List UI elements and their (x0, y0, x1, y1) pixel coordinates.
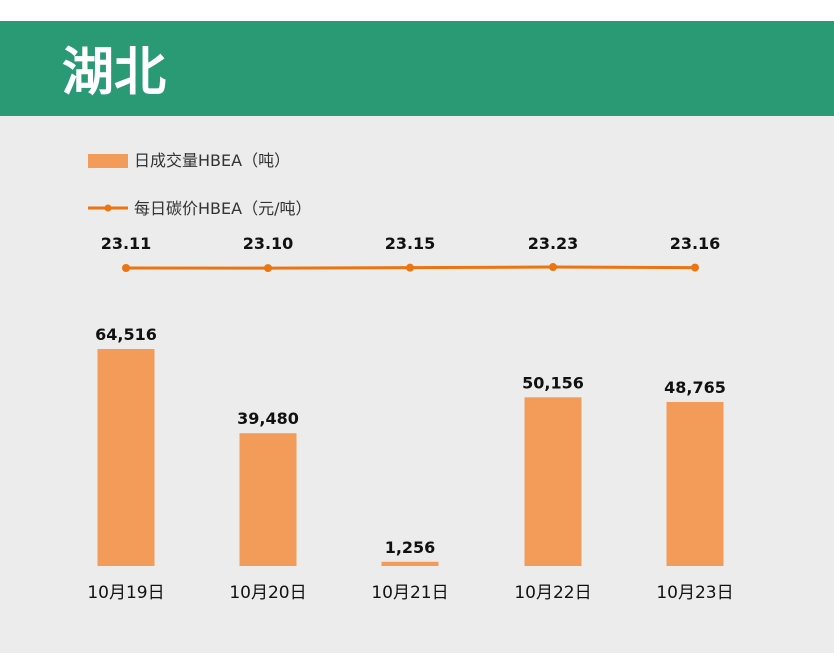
legend-label-bar: 日成交量HBEA（吨） (134, 151, 290, 170)
price-data-label: 23.10 (243, 234, 294, 253)
price-point (122, 264, 130, 272)
bar-data-label: 50,156 (522, 373, 584, 392)
legend-label-line: 每日碳价HBEA（元/吨） (134, 199, 311, 218)
header-bar: 湖北 (0, 21, 834, 116)
legend-swatch-bar (88, 154, 128, 168)
bar-data-label: 39,480 (237, 409, 299, 428)
page-title: 湖北 (62, 43, 167, 103)
price-data-label: 23.11 (101, 234, 152, 253)
x-tick-label: 10月22日 (514, 583, 591, 603)
line-series: 23.11 23.10 23.15 23.23 23.16 (101, 234, 721, 273)
bar (524, 397, 582, 566)
bar-data-label: 48,765 (664, 378, 726, 397)
x-tick-label: 10月19日 (87, 583, 164, 603)
bar-series: 64,516 39,480 1,256 50,156 48,765 (95, 325, 726, 566)
price-data-label: 23.16 (670, 234, 721, 253)
legend: 日成交量HBEA（吨） 每日碳价HBEA（元/吨） (88, 151, 311, 218)
x-tick-label: 10月21日 (371, 583, 448, 603)
x-tick-label: 10月20日 (229, 583, 306, 603)
bar-data-label: 1,256 (385, 538, 436, 557)
x-axis: 10月19日 10月20日 10月21日 10月22日 10月23日 (87, 583, 733, 603)
bar (239, 433, 297, 566)
bar (666, 401, 724, 566)
bar-data-label: 64,516 (95, 325, 157, 344)
bar (97, 349, 155, 566)
price-point (406, 263, 414, 272)
price-data-label: 23.23 (528, 234, 579, 253)
price-point (264, 264, 272, 273)
x-tick-label: 10月23日 (656, 583, 733, 603)
price-data-label: 23.15 (385, 234, 436, 253)
price-point (691, 263, 699, 272)
bar (381, 561, 439, 566)
legend-swatch-marker (104, 204, 112, 212)
price-point (549, 263, 557, 272)
